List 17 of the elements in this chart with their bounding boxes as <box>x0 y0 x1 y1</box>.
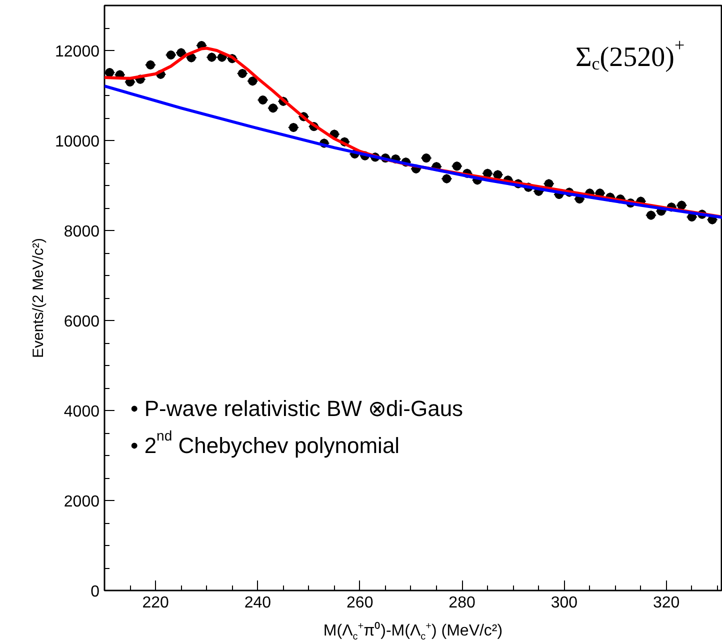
y-tick-label: 0 <box>90 584 100 600</box>
x-tick-label: 280 <box>448 594 476 612</box>
y-tick-label: 4000 <box>64 404 100 420</box>
x-tick-label: 220 <box>142 594 170 612</box>
y-tick-label: 12000 <box>55 44 100 60</box>
x-tick-label: 320 <box>652 594 680 612</box>
annotation: Σc(2520)+ <box>576 34 685 74</box>
y-axis-title: Events/(2 MeV/c²) <box>30 238 48 358</box>
x-tick-label: 260 <box>346 594 374 612</box>
y-tick-label: 2000 <box>64 494 100 510</box>
x-tick-label: 240 <box>244 594 272 612</box>
annotation: • P-wave relativistic BW ⊗di-Gaus <box>130 396 464 421</box>
y-tick-label: 6000 <box>64 314 100 330</box>
x-tick-label: 300 <box>550 594 578 612</box>
y-tick-label: 10000 <box>55 134 100 150</box>
y-tick-label: 8000 <box>64 224 100 240</box>
x-axis-title: M(Λ$_{c}$$^{+}$π⁰)-M(Λ$_{c}$$^{+}$) (MeV/c²) <box>323 620 503 641</box>
